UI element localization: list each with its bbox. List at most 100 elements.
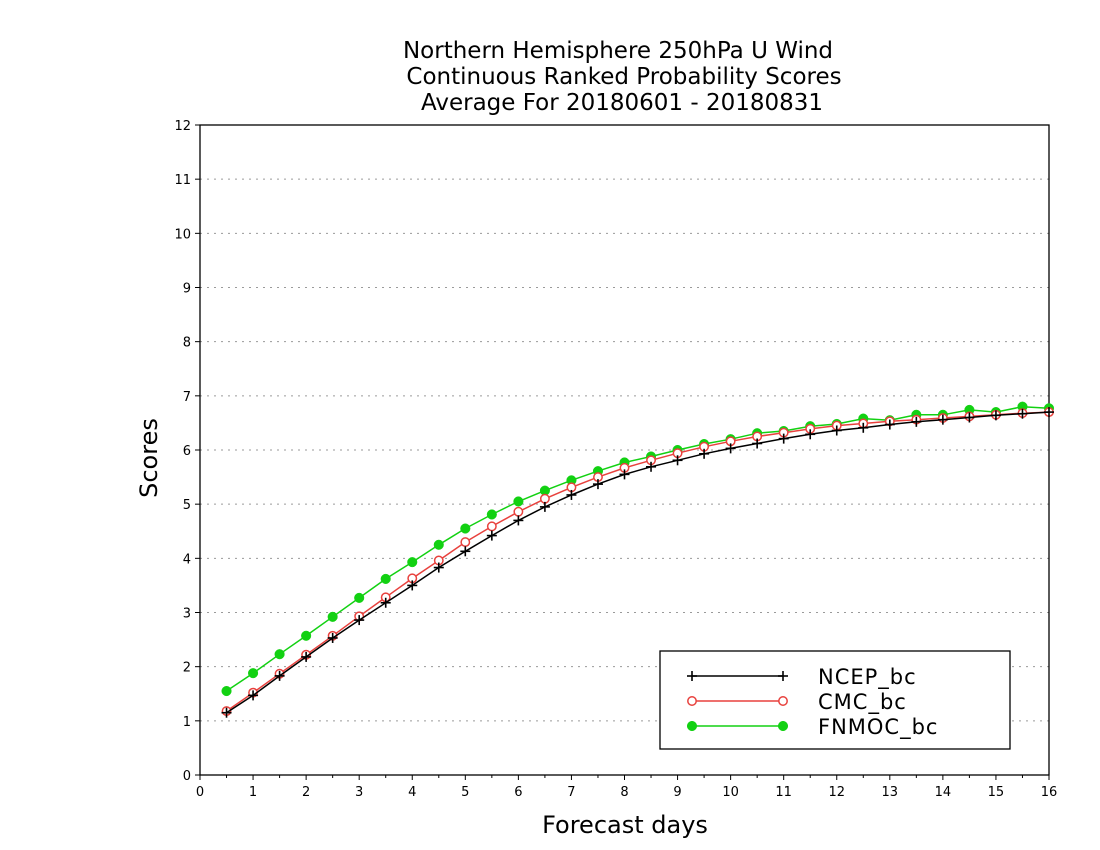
x-tick-label-4: 4 (408, 785, 416, 800)
legend-label-ncep-bc: NCEP_bc (818, 665, 917, 690)
legend-label-cmc-bc: CMC_bc (818, 690, 907, 715)
y-tick-label-6: 6 (183, 444, 191, 459)
y-tick-label-1: 1 (183, 715, 191, 730)
point-fnmoc-bc-5 (354, 592, 365, 603)
y-axis-title: Scores (135, 418, 163, 498)
x-axis-title: Forecast days (542, 811, 708, 839)
x-tick-label-6: 6 (514, 785, 522, 800)
point-ncep-bc-4 (327, 632, 338, 643)
point-ncep-bc-0 (221, 707, 232, 718)
series-ncep-bc (221, 407, 1054, 718)
x-tick-label-8: 8 (620, 785, 628, 800)
point-fnmoc-bc-8 (433, 539, 444, 550)
point-cmc-bc-9 (460, 537, 471, 548)
y-tick-label-7: 7 (183, 390, 191, 405)
point-ncep-bc-7 (407, 580, 418, 591)
point-fnmoc-bc-3 (301, 630, 312, 641)
point-fnmoc-bc-1 (248, 668, 259, 679)
point-ncep-bc-30 (1017, 408, 1028, 419)
x-tick-label-10: 10 (722, 785, 739, 800)
point-ncep-bc-14 (592, 479, 603, 490)
point-fnmoc-bc-11 (513, 496, 524, 507)
point-ncep-bc-21 (778, 433, 789, 444)
y-tick-label-2: 2 (183, 661, 191, 676)
chart-title-line-1: Northern Hemisphere 250hPa U Wind (403, 38, 833, 64)
point-cmc-bc-11 (513, 506, 524, 517)
chart-title-line-3: Average For 20180601 - 20180831 (421, 90, 823, 116)
point-fnmoc-bc-4 (327, 611, 338, 622)
point-ncep-bc-11 (513, 515, 524, 526)
point-ncep-bc-1 (248, 690, 259, 701)
x-tick-label-12: 12 (828, 785, 845, 800)
point-ncep-bc-29 (990, 410, 1001, 421)
x-tick-label-7: 7 (567, 785, 575, 800)
point-ncep-bc-25 (884, 419, 895, 430)
point-ncep-bc-20 (752, 438, 763, 449)
legend-box (659, 650, 1011, 750)
series-layer (221, 401, 1055, 718)
legend-marker-start-cmc-bc (687, 696, 697, 706)
point-ncep-bc-19 (725, 443, 736, 454)
legend-label-fnmoc-bc: FNMOC_bc (818, 715, 938, 740)
x-tick-label-1: 1 (249, 785, 257, 800)
x-tick-label-0: 0 (196, 785, 204, 800)
y-tick-label-0: 0 (183, 769, 191, 784)
point-fnmoc-bc-7 (407, 557, 418, 568)
y-tick-label-4: 4 (183, 552, 191, 567)
point-ncep-bc-24 (858, 422, 869, 433)
point-ncep-bc-31 (1044, 407, 1054, 418)
point-fnmoc-bc-9 (460, 523, 471, 534)
point-ncep-bc-17 (672, 455, 683, 466)
point-cmc-bc-10 (486, 521, 497, 532)
point-ncep-bc-8 (433, 562, 444, 573)
point-ncep-bc-9 (460, 546, 471, 557)
point-ncep-bc-15 (619, 469, 630, 480)
legend-marker-end-cmc-bc (778, 696, 788, 706)
y-tick-label-5: 5 (183, 498, 191, 513)
point-ncep-bc-6 (380, 597, 391, 608)
point-ncep-bc-13 (566, 489, 577, 500)
y-tick-label-11: 11 (174, 173, 191, 188)
point-ncep-bc-28 (964, 412, 975, 423)
y-tick-label-9: 9 (183, 282, 191, 297)
point-fnmoc-bc-2 (274, 649, 285, 660)
point-ncep-bc-26 (911, 416, 922, 427)
point-ncep-bc-12 (539, 501, 550, 512)
x-tick-label-15: 15 (988, 785, 1005, 800)
legend-marker-end-fnmoc-bc (777, 720, 789, 732)
y-tick-label-3: 3 (183, 607, 191, 622)
chart-title-line-2: Continuous Ranked Probability Scores (406, 64, 841, 90)
point-ncep-bc-18 (699, 448, 710, 459)
x-tick-label-11: 11 (775, 785, 792, 800)
legend-marker-start-fnmoc-bc (686, 720, 698, 732)
x-tick-label-9: 9 (673, 785, 681, 800)
y-tick-label-10: 10 (174, 227, 191, 242)
series-line-fnmoc-bc (226, 405, 1050, 692)
x-tick-label-14: 14 (935, 785, 952, 800)
point-cmc-bc-12 (539, 493, 550, 504)
legend-marker-start-ncep-bc (687, 671, 697, 681)
y-tick-label-8: 8 (183, 336, 191, 351)
point-ncep-bc-22 (805, 429, 816, 440)
x-tick-label-3: 3 (355, 785, 363, 800)
legend-marker-end-ncep-bc (778, 671, 788, 681)
x-tick-label-16: 16 (1041, 785, 1058, 800)
point-fnmoc-bc-0 (221, 685, 232, 697)
point-ncep-bc-16 (646, 461, 657, 472)
x-tick-label-2: 2 (302, 785, 310, 800)
y-tick-label-12: 12 (174, 119, 191, 134)
point-ncep-bc-10 (486, 530, 497, 541)
point-ncep-bc-2 (274, 670, 285, 681)
x-tick-label-13: 13 (882, 785, 899, 800)
point-fnmoc-bc-10 (486, 509, 497, 520)
point-fnmoc-bc-6 (380, 573, 391, 584)
point-ncep-bc-5 (354, 615, 365, 626)
point-ncep-bc-27 (937, 414, 948, 425)
x-tick-label-5: 5 (461, 785, 469, 800)
point-ncep-bc-3 (301, 651, 312, 662)
point-ncep-bc-23 (831, 425, 842, 436)
